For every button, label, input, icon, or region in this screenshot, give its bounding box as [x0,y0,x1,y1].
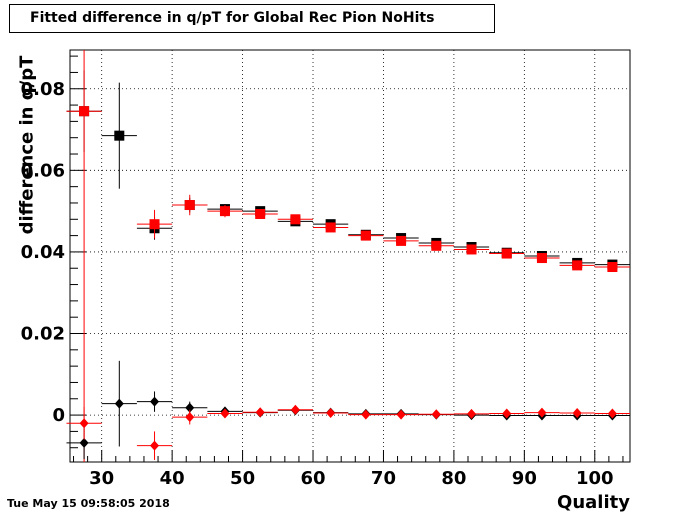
data-point-diamond [185,412,195,423]
data-point-diamond [467,408,477,419]
data-point-diamond [255,407,265,418]
data-point-square [290,214,301,225]
data-point-diamond [150,396,160,407]
data-point-diamond [361,409,371,420]
data-point-square [255,208,266,219]
data-point-square [431,240,442,251]
chart-title: Fitted difference in q/pT for Global Rec… [9,4,495,33]
y-tick-label: 0.08 [21,79,65,100]
x-tick-label: 60 [300,468,325,489]
data-point-square [607,262,618,273]
data-point-square [149,219,160,230]
data-point-diamond [572,408,582,419]
data-point-diamond [79,437,89,448]
data-point-diamond [326,408,336,419]
data-point-square [360,230,371,241]
data-point-diamond [290,404,300,415]
data-point-square [219,206,230,217]
x-tick-label: 100 [576,468,614,489]
x-tick-label: 70 [371,468,396,489]
data-point-square [466,244,477,255]
data-point-square [536,253,547,264]
timestamp: Tue May 15 09:58:05 2018 [7,497,170,510]
data-point-diamond [431,409,441,420]
x-axis-label: Quality [557,492,630,513]
x-tick-label: 50 [230,468,255,489]
data-point-square [396,235,407,246]
data-point-diamond [114,398,124,409]
y-tick-label: 0 [52,405,65,426]
data-point-square [572,260,583,271]
data-point-square [184,200,195,211]
data-point-diamond [150,440,160,451]
data-point-diamond [502,408,512,419]
data-point-square [114,130,125,141]
data-point-square [325,222,336,233]
x-tick-label: 40 [160,468,185,489]
plot-frame [69,49,631,463]
data-point-diamond [396,409,406,420]
x-tick-label: 90 [512,468,537,489]
y-tick-label: 0.06 [21,160,65,181]
y-tick-label: 0.04 [21,242,65,263]
data-point-diamond [185,402,195,413]
data-point-diamond [79,418,89,429]
y-tick-label: 0.02 [21,324,65,345]
y-axis-label: difference in q/pT [16,55,38,235]
x-tick-label: 80 [441,468,466,489]
data-point-square [501,248,512,259]
data-point-diamond [537,407,547,418]
data-point-diamond [220,408,230,419]
data-point-diamond [607,408,617,419]
data-point-square [79,106,90,117]
x-tick-label: 30 [89,468,114,489]
